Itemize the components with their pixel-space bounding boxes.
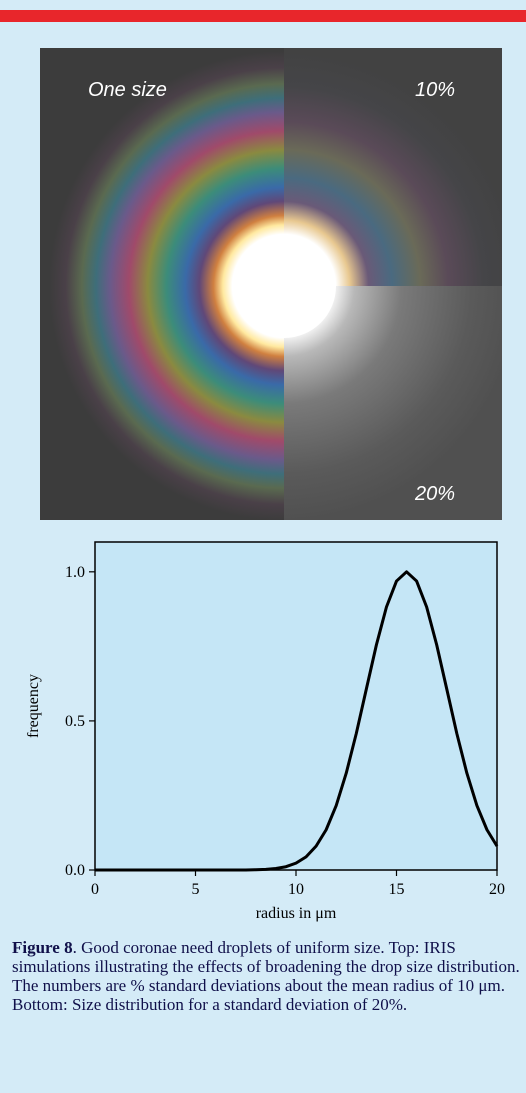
- caption-label: Figure 8: [12, 938, 73, 957]
- caption: Figure 8. Good coronae need droplets of …: [12, 938, 526, 1014]
- center-glow: [232, 234, 336, 338]
- image-label: 20%: [414, 483, 455, 505]
- x-tick-label: 5: [192, 881, 200, 898]
- y-tick-label: 1.0: [65, 564, 85, 581]
- image-label: 10%: [415, 79, 455, 101]
- caption-text: . Good coronae need droplets of uniform …: [12, 938, 520, 1014]
- y-tick-label: 0.5: [65, 713, 85, 730]
- image-label: One size: [88, 79, 167, 101]
- figure: One size 10% 20% radius in μm frequency …: [25, 48, 505, 922]
- top-bar: [0, 10, 526, 22]
- quadrant-20: [284, 286, 502, 520]
- line-series: [95, 570, 499, 872]
- y-axis-label: frequency: [25, 674, 42, 738]
- x-tick-label: 0: [91, 881, 99, 898]
- x-tick-label: 15: [389, 881, 405, 898]
- x-tick-label: 10: [288, 881, 304, 898]
- y-tick-label: 0.0: [65, 862, 85, 879]
- x-tick-label: 20: [489, 881, 505, 898]
- plot-area: [94, 541, 498, 871]
- quadrant-10: [284, 48, 502, 286]
- chart: radius in μm frequency 0 5 10 15 20 0.0 0.5 1.0: [25, 541, 505, 922]
- corona-simulation: One size 10% 20%: [40, 48, 502, 520]
- x-axis-label: radius in μm: [256, 905, 337, 922]
